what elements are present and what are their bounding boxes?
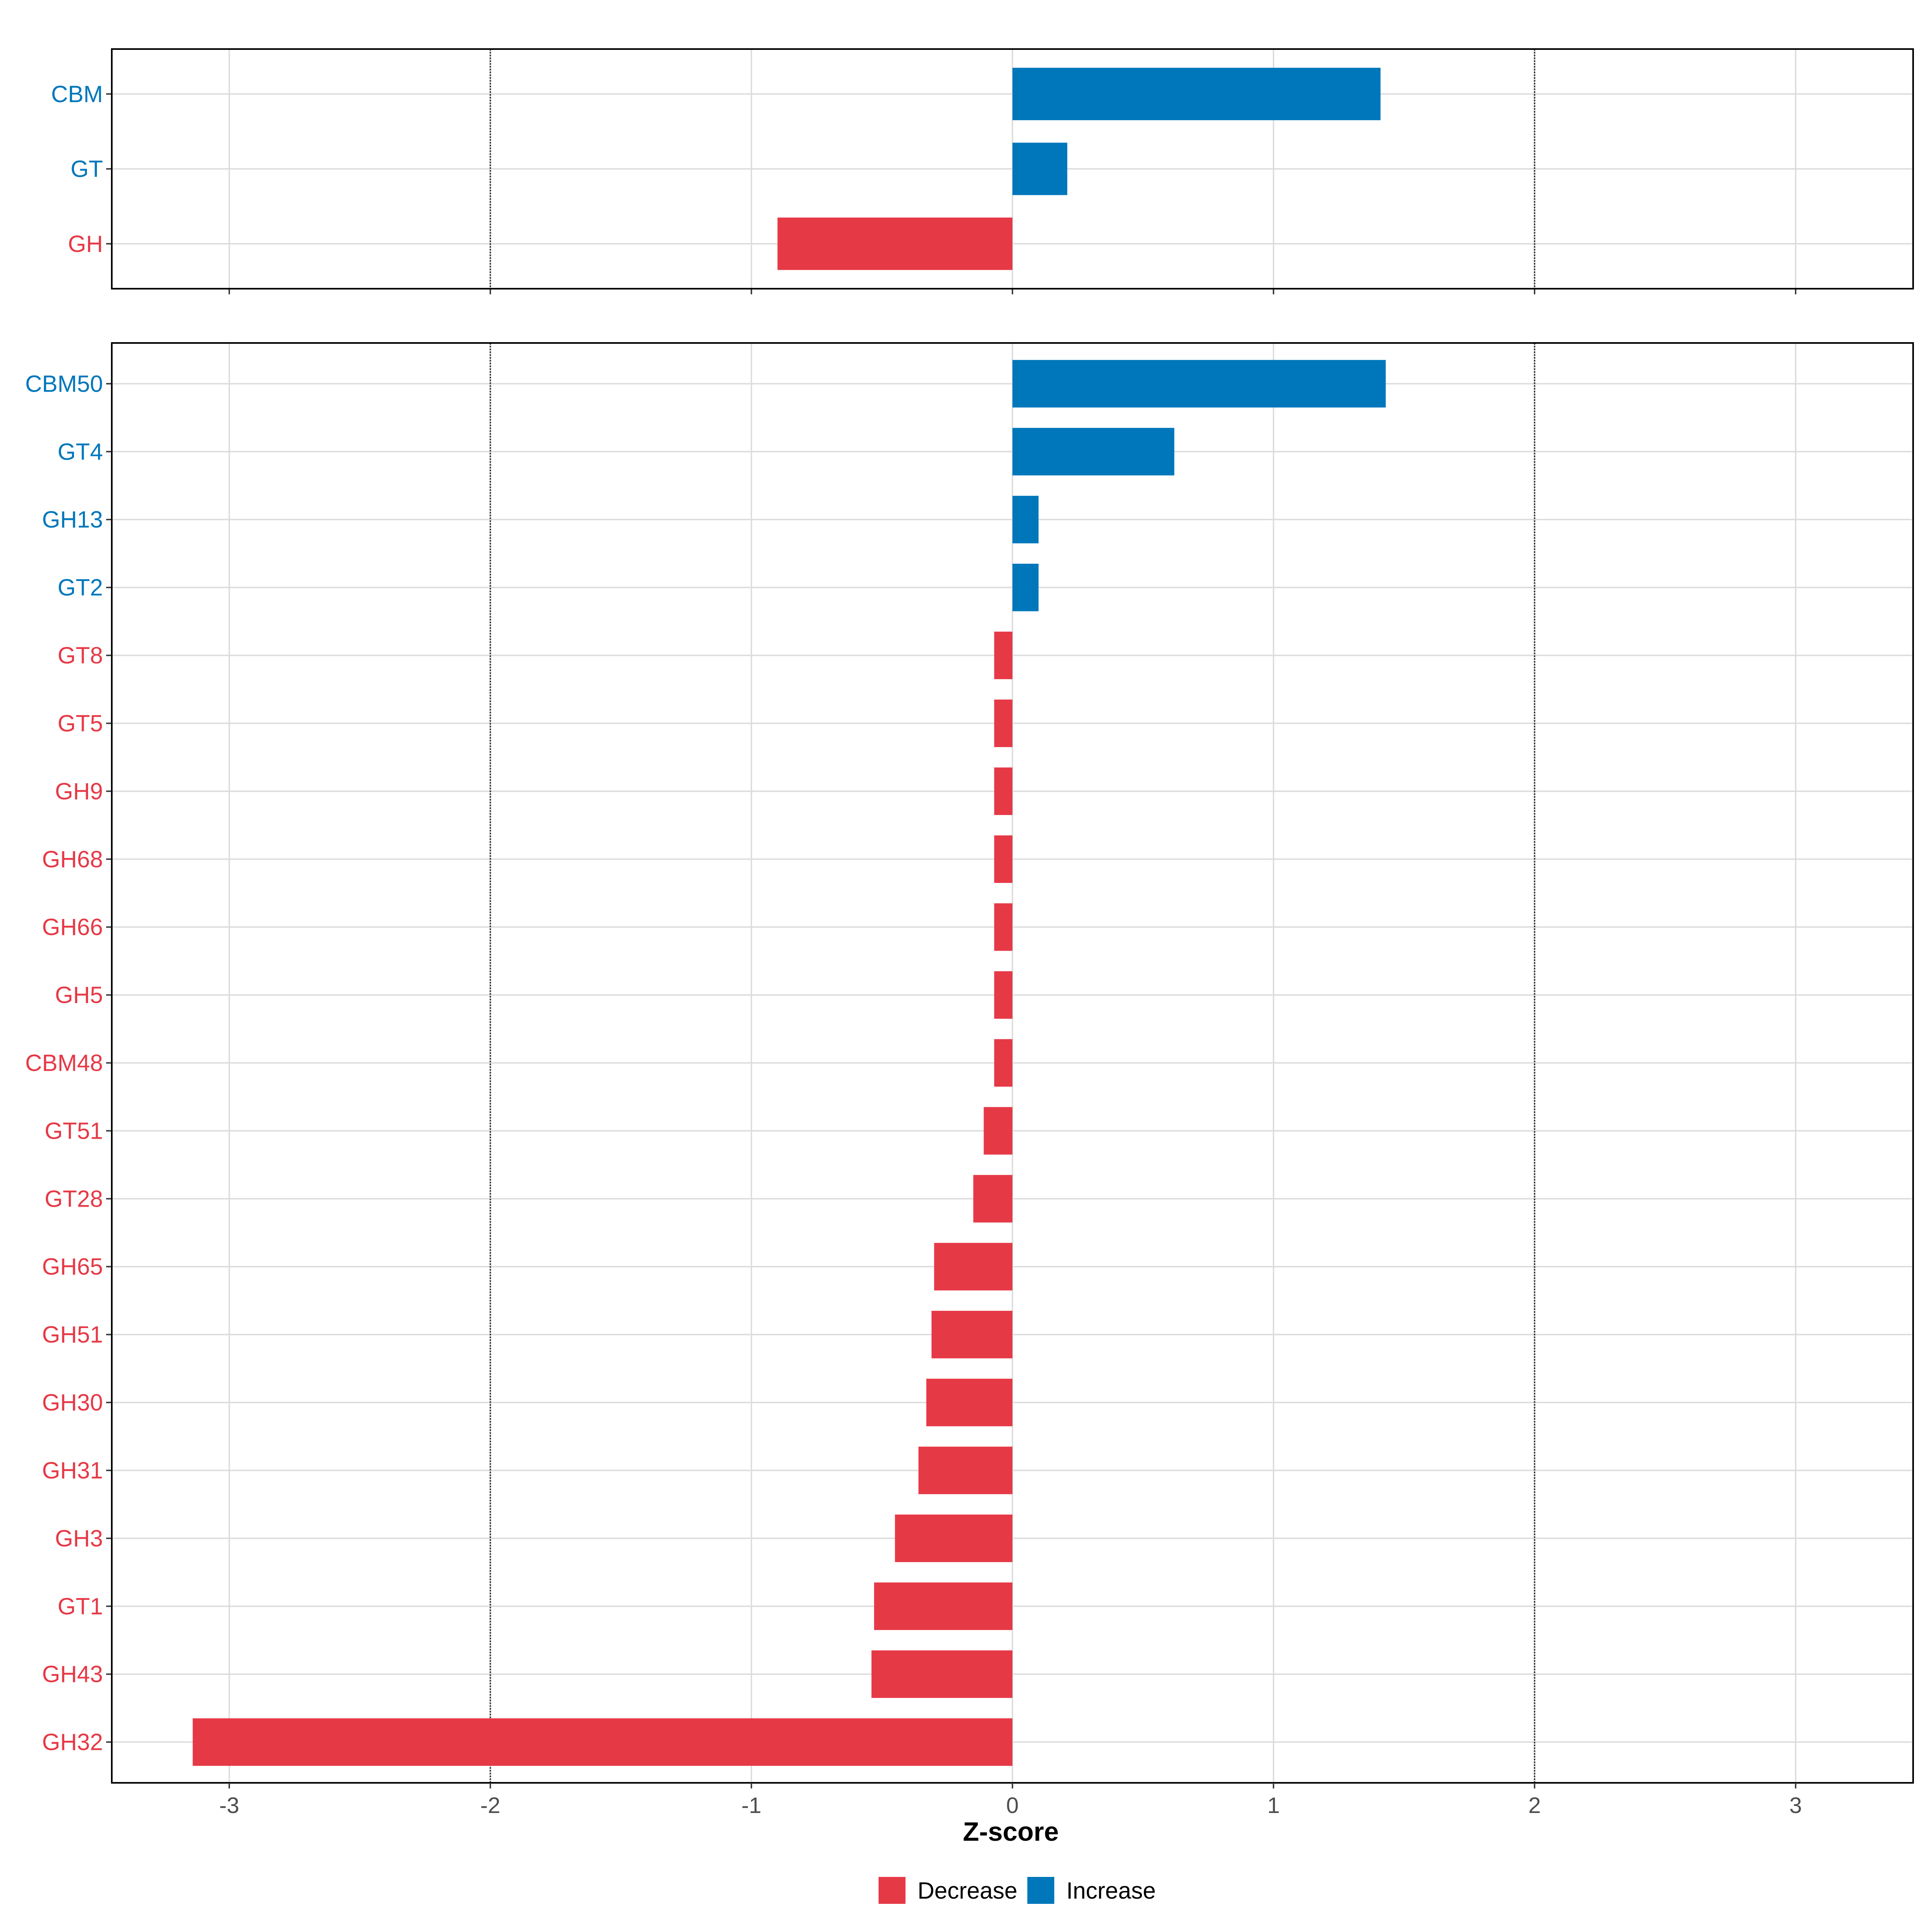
bar-GH51 <box>931 1311 1012 1359</box>
y-tick-label-GT4: GT4 <box>57 439 103 465</box>
y-tick-label-GT8: GT8 <box>57 643 103 669</box>
y-tick-label-GH43: GH43 <box>42 1661 103 1688</box>
bar-GT <box>1012 142 1068 195</box>
y-tick-label-GH68: GH68 <box>42 846 103 873</box>
y-tick-label-GH: GH <box>68 231 103 257</box>
bar-CBM <box>1012 68 1381 120</box>
y-tick-label-GT28: GT28 <box>45 1186 103 1212</box>
bar-GT1 <box>874 1582 1012 1630</box>
y-tick-label-GH66: GH66 <box>42 914 103 940</box>
y-tick-label-GT2: GT2 <box>57 575 103 601</box>
bar-GT28 <box>973 1175 1012 1223</box>
x-tick-label: -3 <box>219 1792 239 1818</box>
x-tick-label: 2 <box>1528 1792 1541 1818</box>
y-tick-label-GH13: GH13 <box>42 507 103 533</box>
legend-label-decrease: Decrease <box>918 1878 1017 1904</box>
bar-GH <box>777 218 1012 270</box>
panel-class: CBM GT GH <box>51 48 1914 294</box>
bar-GT2 <box>1012 563 1039 612</box>
y-tick-label-GH32: GH32 <box>42 1729 103 1755</box>
bar-GH32 <box>193 1718 1012 1766</box>
y-tick-label-GH51: GH51 <box>42 1322 103 1348</box>
y-tick-label-GT5: GT5 <box>57 710 103 737</box>
bar-GH43 <box>871 1650 1012 1698</box>
panel-border <box>111 48 1914 289</box>
legend-swatch-increase <box>1027 1877 1054 1904</box>
x-axis-title: Z-score <box>963 1817 1059 1846</box>
bar-GT5 <box>994 699 1012 747</box>
x-tick-label: -1 <box>741 1792 762 1818</box>
y-tick-label-GT1: GT1 <box>57 1593 103 1620</box>
y-tick-label-GH31: GH31 <box>42 1458 103 1484</box>
y-tick-label-GH30: GH30 <box>42 1390 103 1416</box>
y-tick-label-CBM50: CBM50 <box>25 371 103 397</box>
legend-label-increase: Increase <box>1066 1878 1156 1904</box>
bar-GT8 <box>994 631 1012 680</box>
bar-CBM50 <box>1012 360 1386 408</box>
bar-GH30 <box>926 1378 1012 1427</box>
bar-GH66 <box>994 903 1012 951</box>
y-tick-label-GT51: GT51 <box>45 1118 103 1144</box>
y-tick-label-CBM48: CBM48 <box>25 1050 103 1076</box>
y-tick-label-GH5: GH5 <box>55 982 103 1008</box>
y-tick-label-GH9: GH9 <box>55 778 103 805</box>
bar-GH68 <box>994 835 1012 883</box>
bar-GH31 <box>918 1446 1012 1495</box>
bar-GH9 <box>994 767 1012 815</box>
x-tick-label: -2 <box>480 1792 501 1818</box>
legend: Decrease Increase <box>879 1877 1156 1904</box>
x-tick-label: 1 <box>1267 1792 1280 1818</box>
x-axis: -3 -2 -1 0 1 2 3 <box>219 1783 1802 1818</box>
x-tick-label: 3 <box>1789 1792 1802 1818</box>
bar-GH5 <box>994 971 1012 1019</box>
y-tick-label-GH3: GH3 <box>55 1525 103 1552</box>
bar-GH13 <box>1012 496 1039 544</box>
bar-GH3 <box>895 1514 1012 1562</box>
panel-family: CBM50 GT4 GH13 GT2 GT8 GT5 GH9 GH68 GH66 GH5 CBM48… <box>25 342 1914 1784</box>
legend-swatch-decrease <box>879 1877 905 1904</box>
y-tick-label-CBM: CBM <box>51 81 103 107</box>
bar-GT4 <box>1012 428 1174 476</box>
bar-CBM48 <box>994 1039 1012 1087</box>
panels: CBM GT GH CBM50 GT4 GH13 GT2 GT8 GT5 GH9 GH68 GH66 G… <box>25 48 1914 1784</box>
bar-GH65 <box>934 1243 1012 1291</box>
x-tick-label: 0 <box>1006 1792 1018 1818</box>
bar-GT51 <box>983 1107 1012 1155</box>
y-tick-label-GH65: GH65 <box>42 1254 103 1280</box>
y-tick-label-GT: GT <box>70 156 103 182</box>
